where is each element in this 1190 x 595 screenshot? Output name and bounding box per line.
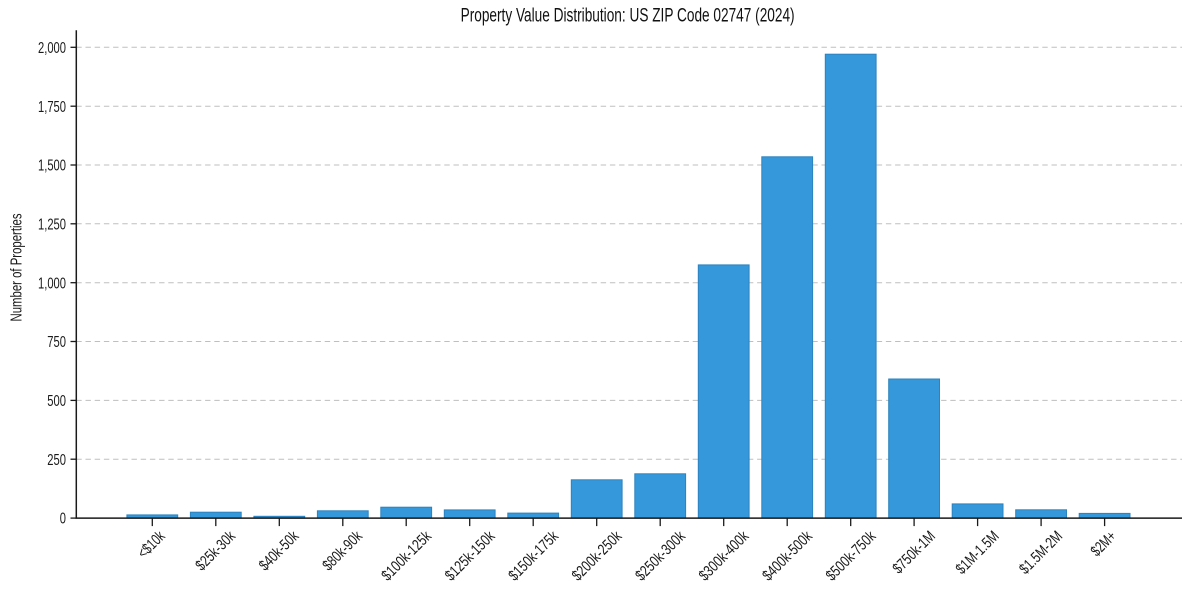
svg-text:500: 500: [47, 393, 66, 410]
svg-text:750: 750: [47, 334, 66, 351]
svg-text:250: 250: [47, 452, 66, 469]
svg-text:1,250: 1,250: [38, 216, 66, 233]
svg-text:0: 0: [60, 511, 66, 528]
svg-text:1,000: 1,000: [38, 275, 66, 292]
svg-text:1,500: 1,500: [38, 158, 66, 175]
svg-text:2,000: 2,000: [38, 40, 66, 57]
svg-text:Property Value Distribution: U: Property Value Distribution: US ZIP Code…: [461, 6, 795, 27]
svg-text:Number of Properties: Number of Properties: [8, 214, 25, 322]
svg-text:1,750: 1,750: [38, 99, 66, 116]
